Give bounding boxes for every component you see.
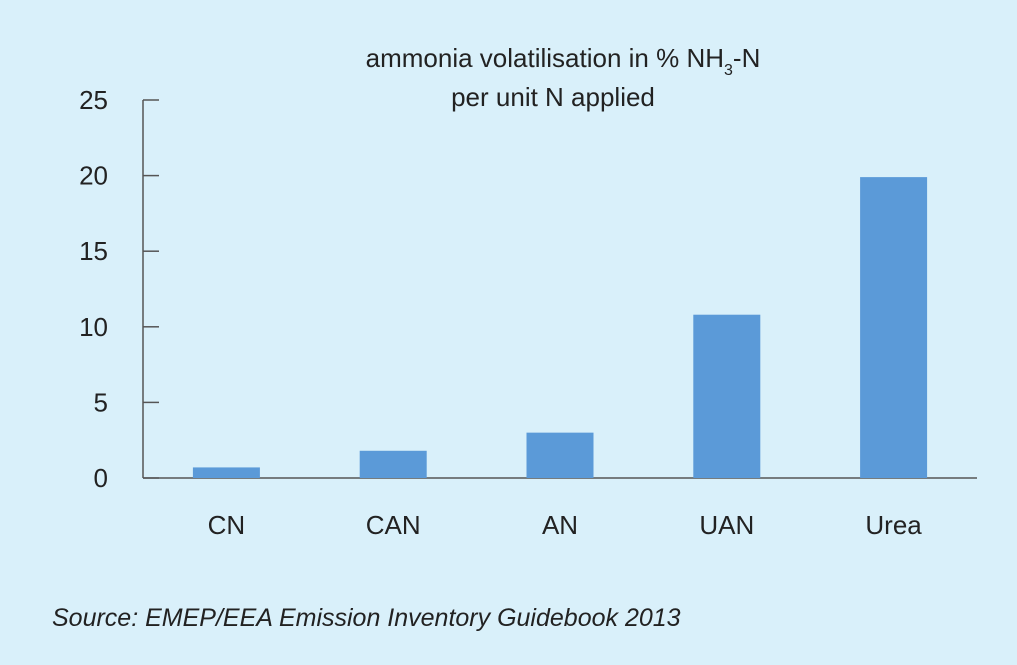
chart-title-line1: ammonia volatilisation in % NH3-N	[366, 43, 761, 79]
x-category-label: AN	[542, 510, 578, 540]
bar-cn	[192, 467, 260, 478]
chart-title-main: ammonia volatilisation in % NH	[366, 43, 724, 73]
x-category-label: CN	[208, 510, 246, 540]
y-tick-label: 20	[79, 161, 108, 191]
source-note: Source: EMEP/EEA Emission Inventory Guid…	[52, 604, 681, 632]
bar-uan	[693, 314, 761, 478]
chart-title-subscript: 3	[724, 62, 733, 79]
bars	[192, 177, 928, 478]
y-tick-label: 25	[79, 85, 108, 115]
y-tick-label: 10	[79, 312, 108, 342]
bar-urea	[860, 177, 928, 478]
chart-title-end: -N	[733, 43, 760, 73]
axes	[142, 100, 977, 479]
bar-an	[526, 432, 594, 478]
y-tick-label: 5	[94, 387, 108, 417]
x-category-label: CAN	[366, 510, 421, 540]
y-tick-label: 15	[79, 236, 108, 266]
y-ticks: 0 5 10 15 20 25	[79, 85, 159, 493]
x-category-label: Urea	[865, 510, 922, 540]
chart-title-line2: per unit N applied	[451, 82, 655, 112]
y-tick-label: 0	[94, 463, 108, 493]
x-category-label: UAN	[699, 510, 754, 540]
x-categories: CN CAN AN UAN Urea	[208, 510, 923, 540]
bar-can	[359, 450, 427, 478]
